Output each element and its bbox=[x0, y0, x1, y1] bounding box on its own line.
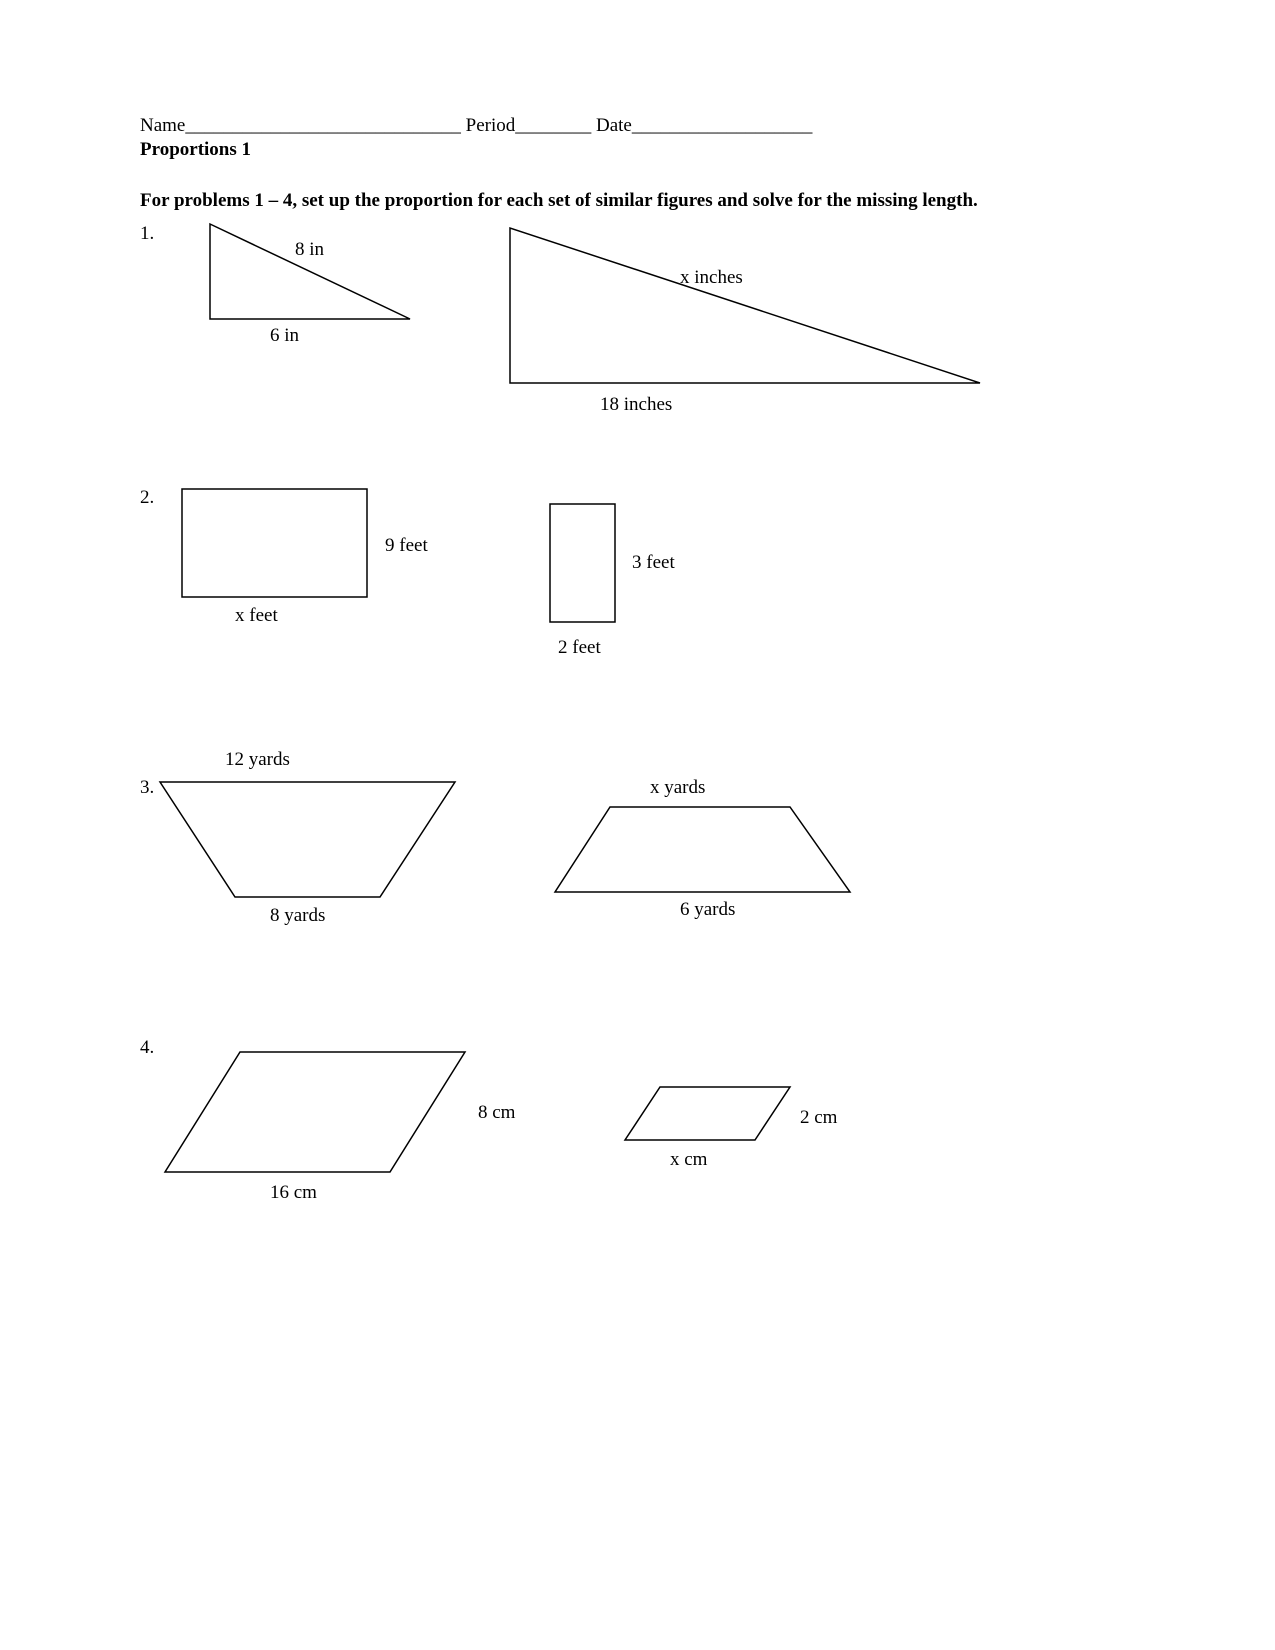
date-label: Date bbox=[596, 115, 632, 136]
rectangle-small bbox=[548, 502, 628, 632]
triangle-small bbox=[200, 219, 420, 339]
label-base-large: 18 inches bbox=[600, 394, 672, 416]
instructions: For problems 1 – 4, set up the proportio… bbox=[140, 189, 1135, 213]
trapezoid-small bbox=[550, 802, 860, 902]
triangle-large bbox=[500, 223, 990, 403]
period-blank: ________ bbox=[515, 115, 591, 136]
label-top-small: x yards bbox=[650, 777, 705, 799]
label-side-large: 9 feet bbox=[385, 535, 428, 557]
label-side-small: 3 feet bbox=[632, 552, 675, 574]
problem-number: 4. bbox=[140, 1037, 154, 1059]
problem-number: 3. bbox=[140, 777, 154, 799]
rectangle-large bbox=[180, 487, 380, 607]
parallelogram-small bbox=[620, 1082, 800, 1152]
label-bottom-small: 6 yards bbox=[680, 899, 735, 921]
label-bottom-small: x cm bbox=[670, 1149, 707, 1171]
parallelogram-large bbox=[160, 1047, 480, 1187]
name-blank: _____________________________ bbox=[185, 115, 461, 136]
label-hyp-small: 8 in bbox=[295, 239, 324, 261]
date-blank: ___________________ bbox=[632, 115, 813, 136]
label-bottom-large: x feet bbox=[235, 605, 278, 627]
worksheet-header: Name_____________________________ Period… bbox=[140, 115, 1135, 137]
problem-3: 3. 12 yards 8 yards x yards 6 yards bbox=[140, 747, 1135, 997]
problem-2: 2. 9 feet x feet 3 feet 2 feet bbox=[140, 487, 1135, 707]
problem-number: 2. bbox=[140, 487, 154, 509]
problem-number: 1. bbox=[140, 223, 154, 245]
problem-1: 1. 8 in 6 in x inches 18 inches bbox=[140, 217, 1135, 477]
label-bottom-large: 8 yards bbox=[270, 905, 325, 927]
period-label: Period bbox=[466, 115, 516, 136]
name-label: Name bbox=[140, 115, 185, 136]
label-base-small: 6 in bbox=[270, 325, 299, 347]
label-bottom-small: 2 feet bbox=[558, 637, 601, 659]
label-side-small: 2 cm bbox=[800, 1107, 837, 1129]
label-top-large: 12 yards bbox=[225, 749, 290, 771]
label-bottom-large: 16 cm bbox=[270, 1182, 317, 1204]
trapezoid-large bbox=[155, 777, 475, 907]
label-hyp-large: x inches bbox=[680, 267, 743, 289]
label-side-large: 8 cm bbox=[478, 1102, 515, 1124]
worksheet-title: Proportions 1 bbox=[140, 139, 1135, 161]
problem-4: 4. 8 cm 16 cm 2 cm x cm bbox=[140, 1037, 1135, 1267]
